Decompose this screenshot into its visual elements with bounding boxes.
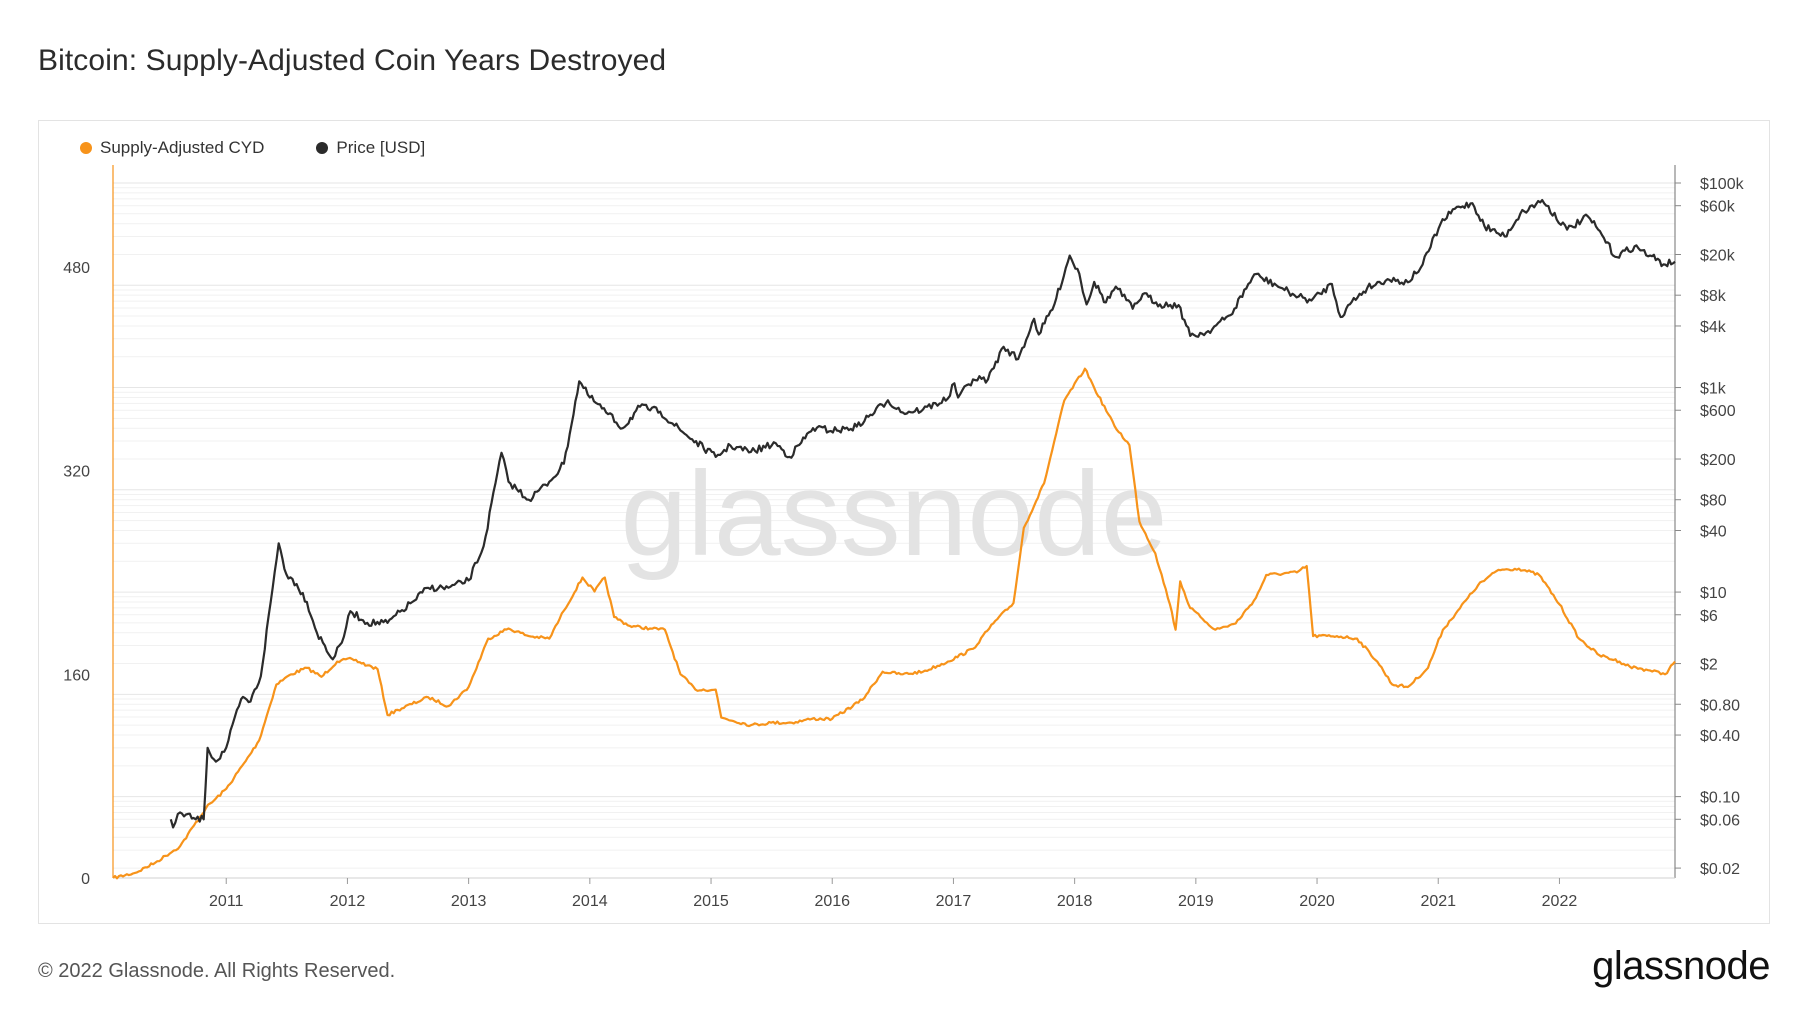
y-left-tick-label: 320 [63, 464, 90, 481]
y-left-tick-label: 160 [63, 667, 90, 684]
legend-swatch-cyd [80, 142, 92, 154]
y-right-tick-label: $0.40 [1700, 728, 1740, 745]
x-tick-label: 2012 [330, 893, 366, 910]
y-right-tick-label: $0.06 [1700, 812, 1740, 829]
legend-item-cyd[interactable]: Supply-Adjusted CYD [80, 138, 264, 158]
x-tick-label: 2017 [936, 893, 972, 910]
y-right-tick-label: $1k [1700, 381, 1727, 398]
glassnode-logo[interactable]: glassnode [1592, 944, 1770, 988]
y-right-tick-label: $40 [1700, 524, 1727, 541]
x-tick-label: 2011 [209, 893, 244, 910]
legend-swatch-price [316, 142, 329, 154]
cyd-series-line [112, 367, 1676, 880]
chart-title: Bitcoin: Supply-Adjusted Coin Years Dest… [38, 44, 667, 77]
x-tick-label: 2015 [693, 893, 729, 910]
x-tick-label: 2016 [814, 893, 850, 910]
y-right-tick-label: $80 [1700, 493, 1727, 510]
x-tick-label: 2014 [572, 893, 608, 910]
y-right-tick-label: $600 [1700, 403, 1736, 420]
legend-label-price: Price [USD] [336, 138, 426, 157]
y-right-tick-label: $60k [1700, 199, 1736, 216]
x-tick-label: 2013 [451, 893, 487, 910]
y-right-tick-label: $100k [1700, 176, 1745, 193]
y-right-tick-label: $200 [1700, 452, 1736, 469]
price-series-line [169, 199, 1676, 829]
y-right-tick-label: $6 [1700, 608, 1718, 625]
x-tick-label: 2018 [1057, 893, 1093, 910]
y-right-tick-label: $20k [1700, 247, 1736, 264]
y-right-tick-label: $10 [1700, 585, 1727, 602]
y-right-tick-label: $4k [1700, 319, 1727, 336]
y-right-tick-label: $2 [1700, 657, 1718, 674]
x-tick-label: 2022 [1542, 893, 1578, 910]
chart-panel [38, 120, 1770, 924]
y-left-tick-label: 480 [63, 260, 90, 277]
y-right-tick-label: $0.02 [1700, 861, 1740, 878]
copyright-footer: © 2022 Glassnode. All Rights Reserved. [38, 960, 396, 982]
x-tick-label: 2020 [1299, 893, 1335, 910]
legend-item-price[interactable]: Price [USD] [316, 138, 425, 158]
watermark-text: glassnode [620, 447, 1167, 581]
legend-label-cyd: Supply-Adjusted CYD [100, 138, 265, 157]
x-tick-label: 2019 [1178, 893, 1214, 910]
x-tick-label: 2021 [1420, 893, 1456, 910]
chart-legend: Supply-Adjusted CYD Price [USD] [80, 138, 425, 158]
y-right-tick-label: $0.80 [1700, 697, 1740, 714]
y-right-tick-label: $8k [1700, 288, 1727, 305]
y-left-tick-label: 0 [81, 871, 90, 888]
y-right-tick-label: $0.10 [1700, 790, 1740, 807]
